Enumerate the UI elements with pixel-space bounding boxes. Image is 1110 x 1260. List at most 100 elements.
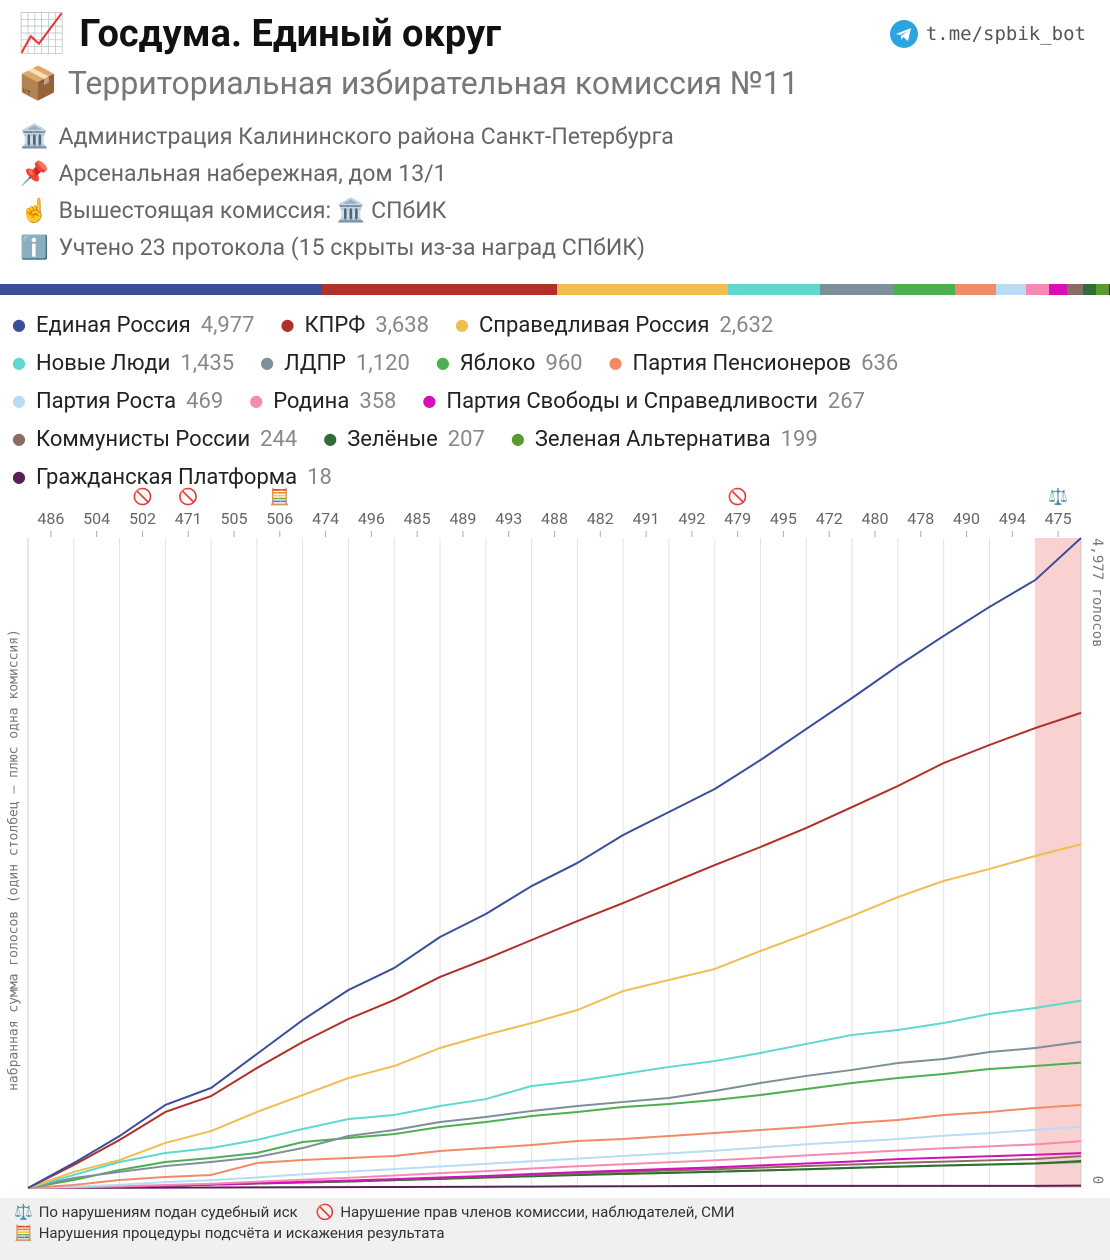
share-segment — [995, 284, 1027, 295]
footnotes: ⚖️ По нарушениям подан судебный иск 🚫 Наруш… — [0, 1198, 1110, 1260]
x-tick-label: 505 — [221, 509, 248, 528]
x-tick-label: 475 — [1045, 509, 1072, 528]
info-icon: 🏛️ — [20, 123, 49, 150]
series-line — [73, 1140, 1082, 1189]
x-tick-label: 489 — [449, 509, 476, 528]
footnote-icon: ⚖️ — [14, 1203, 33, 1221]
legend-name: Партия Свободы и Справедливости — [446, 389, 818, 414]
info-line: ℹ️ Учтено 23 протокола (15 скрыты из-за н… — [20, 234, 645, 261]
footnote-text: По нарушениям подан судебный иск — [38, 1203, 298, 1221]
legend-name: Партия Пенсионеров — [632, 351, 852, 376]
series-line — [73, 1103, 1082, 1186]
share-segment — [1049, 284, 1067, 295]
x-marker: 🚫 — [132, 487, 152, 506]
share-segment — [954, 284, 996, 295]
x-tick-label: 488 — [541, 509, 568, 528]
x-tick-label: 494 — [999, 509, 1026, 528]
share-segment — [1108, 284, 1110, 295]
legend-total: 960 — [545, 351, 583, 376]
legend-total: 18 — [307, 465, 332, 490]
info-text: Вышестоящая комиссия: 🏛️ СПбИК — [58, 197, 447, 224]
legend-total: 1,435 — [180, 351, 235, 376]
x-tick-label: 504 — [83, 509, 110, 528]
x-tick-label: 471 — [175, 509, 202, 528]
series-line — [73, 1061, 1082, 1182]
legend-item: ● КПРФ 3,638 — [281, 306, 429, 344]
x-tick-label: 474 — [312, 509, 339, 528]
share-segment — [0, 284, 322, 295]
x-tick-label: 506 — [266, 509, 293, 528]
subtitle-text: Территориальная избирательная комиссия №… — [67, 64, 799, 102]
legend-total: 469 — [186, 389, 224, 414]
footnote: 🧮 Нарушения процедуры подсчёта и искажени… — [14, 1223, 445, 1244]
legend-dot: ● — [435, 353, 450, 372]
title: 📈 Госдума. Единый округ — [18, 12, 501, 56]
legend-item: ● ЛДПР 1,120 — [260, 344, 410, 382]
info-text: Учтено 23 протокола (15 скрыты из-за наг… — [58, 234, 646, 261]
x-tick-label: 479 — [724, 509, 751, 528]
legend-dot: ● — [422, 391, 437, 410]
series-line — [73, 537, 1082, 1164]
legend-total: 4,977 — [200, 313, 255, 338]
share-segment — [820, 284, 893, 295]
legend-total: 207 — [447, 427, 485, 452]
legend-dot: ● — [608, 353, 623, 372]
legend-name: ЛДПР — [284, 351, 347, 376]
legend-item: ● Зеленая Альтернатива 199 — [511, 420, 818, 458]
series-line — [73, 999, 1082, 1176]
legend-item: ● Гражданская Платформа 18 — [12, 458, 332, 496]
x-tick-label: 496 — [358, 509, 385, 528]
line-start — [27, 1162, 75, 1189]
legend-name: Новые Люди — [35, 351, 171, 376]
info-icon: 📌 — [20, 160, 49, 187]
subtitle: 📦 Территориальная избирательная комиссия … — [18, 64, 799, 102]
legend-dot: ● — [12, 391, 26, 410]
x-marker: 🚫 — [728, 487, 748, 506]
legend-item: ● Новые Люди 1,435 — [12, 344, 234, 382]
x-tick-label: 493 — [495, 509, 522, 528]
x-tick-label: 480 — [861, 509, 888, 528]
line-start — [27, 1170, 75, 1189]
x-tick-label: 485 — [404, 509, 431, 528]
legend-dot: ● — [510, 429, 525, 448]
legend-name: Партия Роста — [35, 389, 177, 414]
x-tick-label: 491 — [633, 509, 660, 528]
share-segment — [1095, 284, 1109, 295]
link-text[interactable]: t.me/spbik_bot — [925, 23, 1086, 45]
legend: ● Единая Россия 4,977 ● КПРФ 3,638 ● Справедлив… — [12, 306, 1012, 496]
info-line: ☝️ Вышестоящая комиссия: 🏛️ СПбИК — [20, 197, 446, 224]
series-line — [73, 843, 1082, 1173]
highlight-column — [1035, 538, 1081, 1188]
legend-total: 2,632 — [719, 313, 774, 338]
share-segment — [1082, 284, 1096, 295]
info-line: 🏛️ Администрация Калининского района Санк… — [20, 123, 674, 150]
legend-dot: ● — [12, 429, 26, 448]
x-tick-label: 490 — [953, 509, 980, 528]
title-text: Госдума. Единый округ — [79, 12, 502, 56]
legend-name: КПРФ — [304, 313, 366, 338]
x-tick-label: 502 — [129, 509, 156, 528]
series-line — [73, 711, 1082, 1166]
info-icon: ℹ️ — [20, 234, 49, 261]
legend-item: ● Яблоко 960 — [436, 344, 583, 382]
legend-item: ● Коммунисты России 244 — [12, 420, 297, 458]
legend-total: 244 — [260, 427, 298, 452]
footnote-icon: 🚫 — [315, 1203, 335, 1221]
legend-name: Гражданская Платформа — [35, 465, 298, 490]
legend-total: 267 — [827, 389, 866, 414]
legend-name: Яблоко — [459, 351, 536, 376]
legend-item: ● Партия Роста 469 — [12, 382, 223, 420]
legend-item: ● Единая Россия 4,977 — [12, 306, 255, 344]
legend-dot: ● — [12, 467, 26, 486]
legend-dot: ● — [260, 353, 275, 372]
share-segment — [892, 284, 955, 295]
legend-name: Родина — [273, 389, 350, 414]
legend-name: Единая Россия — [35, 313, 191, 338]
series-line — [73, 1125, 1082, 1188]
series-line — [73, 1040, 1082, 1179]
legend-dot: ● — [455, 315, 469, 334]
bot-link[interactable]: t.me/spbik_bot — [889, 20, 1086, 48]
share-segment — [1066, 284, 1083, 295]
legend-dot: ● — [323, 429, 338, 448]
